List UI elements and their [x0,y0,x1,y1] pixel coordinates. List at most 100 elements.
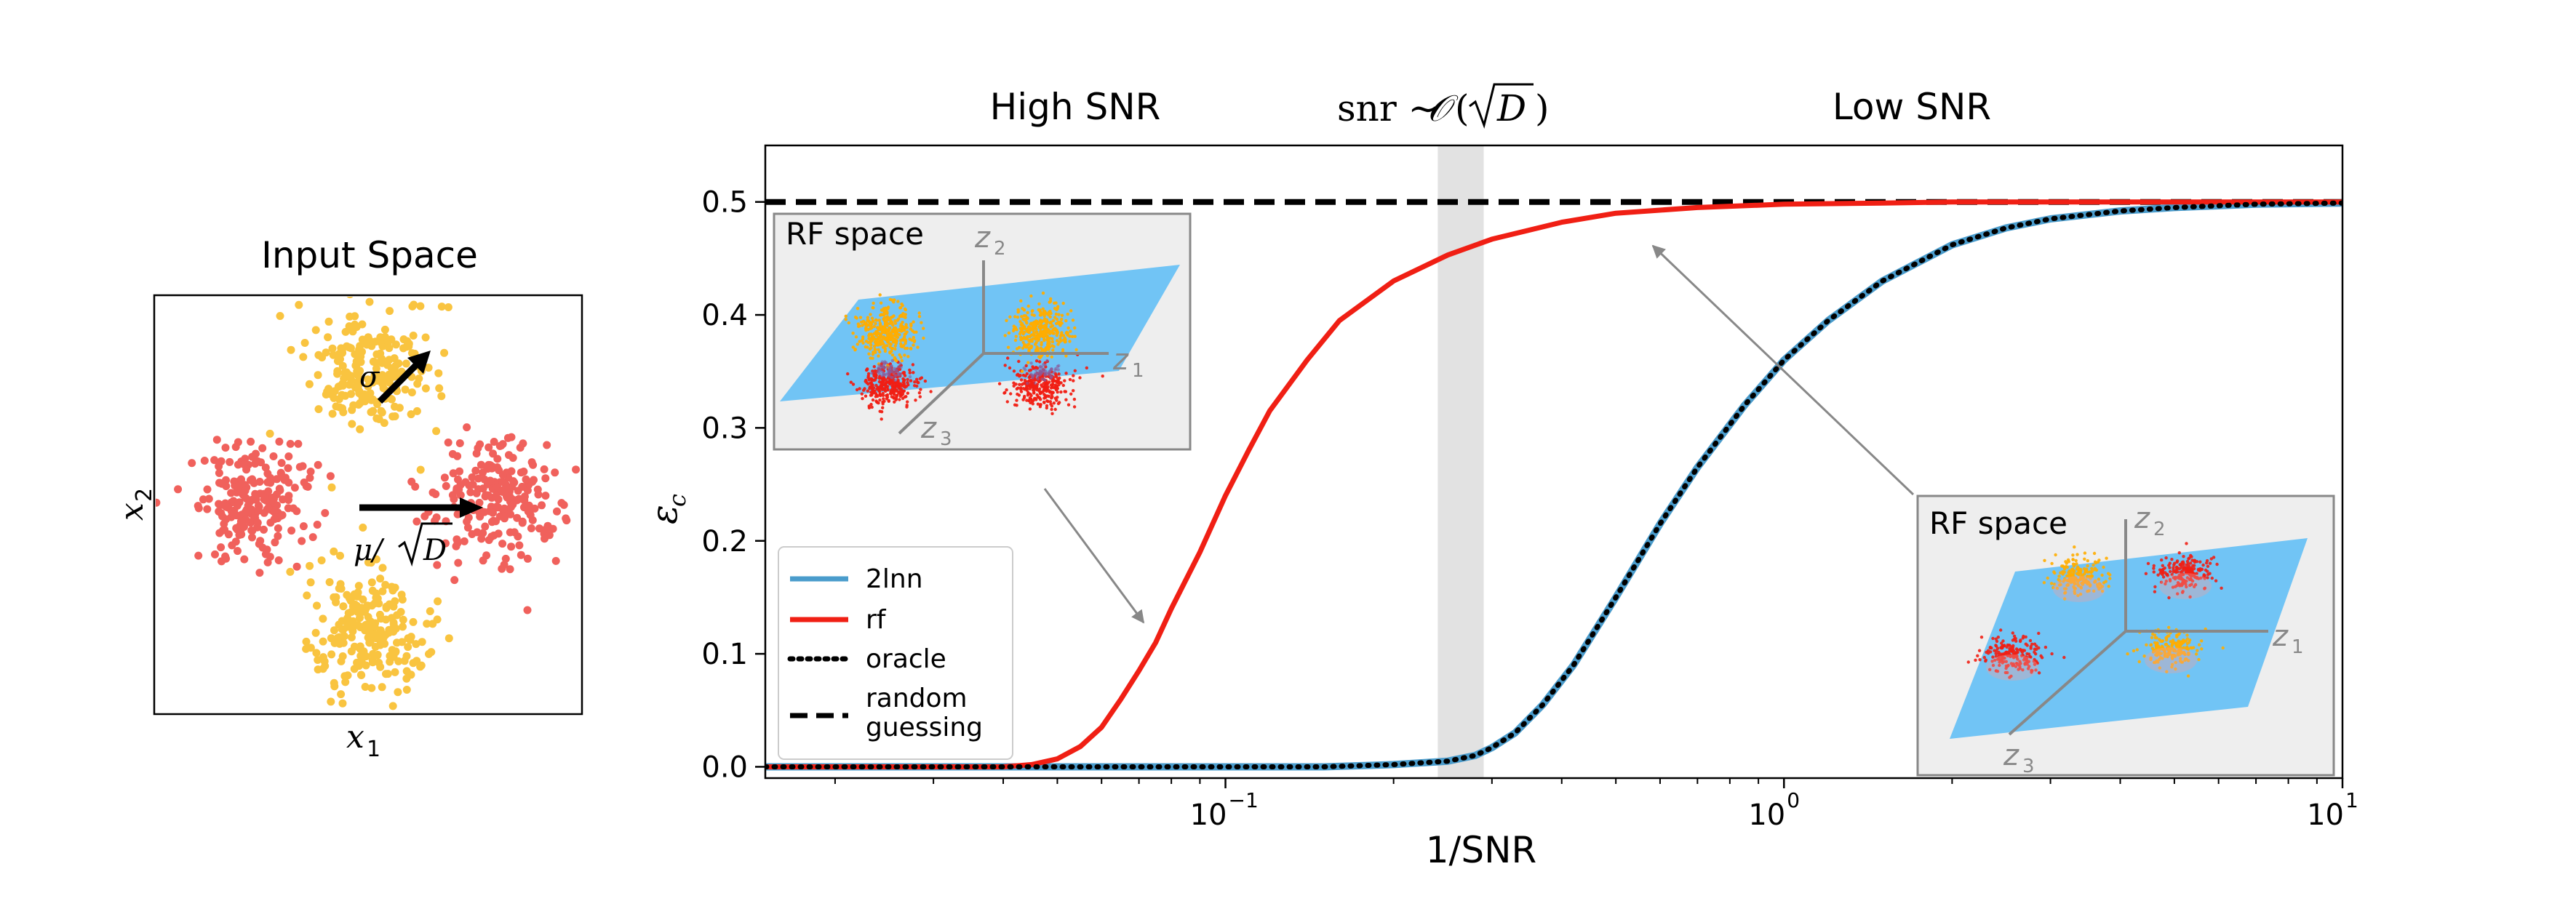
scatter-point-red [199,495,207,504]
inset-point-orange [864,345,868,349]
scatter-point-red [444,439,452,447]
scatter-point-red [507,467,516,476]
inset-point-red [867,404,871,408]
inset-point-red [1054,384,1058,388]
inset-point-red [1995,646,2000,650]
inset-point-red [2062,655,2066,660]
inset-point-red [2181,564,2185,567]
inset-point-red [2019,654,2024,657]
inset-point-orange [1041,291,1045,295]
inset-point-red [885,395,890,399]
scatter-point-red [241,486,250,495]
inset-point-orange [1047,313,1050,317]
inset-point-orange [906,355,910,359]
y-tick-label: 0.2 [701,525,748,558]
inset-point-orange [2151,632,2155,636]
scatter-point-red [256,537,265,545]
inset-point-orange [1038,313,1042,317]
inset-point-orange [2077,584,2081,588]
scatter-point-red [241,508,250,516]
inset-point-orange [888,321,892,326]
inset-point-red [1049,402,1053,406]
scatter-point-red [506,565,514,574]
inset-point-orange [2071,558,2075,561]
inset-point-orange [2095,582,2100,587]
inset-point-orange [2167,646,2172,651]
inset-point-orange [2072,585,2075,589]
scatter-point-red [260,525,268,534]
scatter-point-yellow [340,672,349,681]
inset-point-orange [2075,567,2079,571]
inset-point-red [1013,403,1017,407]
scatter-point-yellow [391,402,399,411]
inset-point-red [881,406,885,409]
inset-point-orange [2079,577,2083,581]
scatter-point-yellow [305,380,314,388]
scatter-point-yellow [376,574,385,583]
inset-point-orange [1026,311,1029,314]
inset-point-orange [909,347,913,351]
scatter-point-red [268,493,277,502]
scatter-point-red [234,460,242,469]
inset-point-red [1029,398,1033,401]
inset-point-orange [2159,652,2164,655]
inset-point-red [1019,378,1024,382]
inset-point-orange [1020,315,1024,319]
inset-point-orange [851,332,855,335]
inset-point-orange [881,313,885,317]
scatter-point-yellow [418,638,426,646]
scatter-point-red [506,502,515,511]
inset-point-red [869,393,873,397]
inset-point-orange [2158,656,2162,660]
inset-point-orange [1034,327,1038,331]
inset-point-red [1059,381,1063,385]
inset-point-red [1990,646,1993,650]
inset-point-orange [869,313,872,316]
inset-point-red [1054,373,1058,377]
inset-point-red [1031,365,1034,369]
inset-point-red [1994,669,1998,673]
scatter-point-yellow [407,410,415,419]
scatter-point-yellow [372,364,380,373]
scatter-point-yellow [398,638,406,646]
inset-point-red [2203,574,2206,577]
inset-point-orange [861,337,865,341]
inset-point-orange [1026,361,1030,364]
inset-point-red [899,393,904,397]
inset-point-overlap [1035,375,1040,379]
legend: 2lnn rf oracle random guessing [778,546,1013,760]
inset-point-red [1015,387,1019,391]
scatter-point-yellow [362,661,370,670]
inset-point-orange [878,321,882,325]
inset-point-red [2170,573,2174,577]
inset-point-orange [1059,334,1063,337]
inset-point-red [2037,671,2041,675]
inset-point-red [2167,596,2171,600]
inset-point-red [2189,574,2193,577]
scatter-point-red [412,517,421,526]
inset-point-orange [869,343,873,347]
inset-point-orange [1071,319,1075,322]
scatter-point-yellow [336,580,345,588]
inset-point-red [2210,576,2214,580]
scatter-point-yellow [388,586,397,595]
inset-point-red [902,372,906,375]
scatter-point-yellow [435,384,444,393]
scatter-point-yellow [355,367,364,376]
inset-point-orange [844,314,848,318]
scatter-point-yellow [354,385,362,393]
inset-point-orange [1066,326,1070,330]
inset-point-red [2152,570,2156,574]
scatter-point-red [252,449,260,458]
inset-point-orange [2071,553,2075,557]
scatter-point-yellow [319,653,327,662]
inset-point-orange [1018,332,1022,336]
inset-point-orange [854,335,858,339]
inset-point-orange [906,346,909,351]
inset-point-orange [883,327,888,331]
inset-point-orange [1040,343,1043,347]
scatter-point-yellow [351,350,359,359]
scatter-point-red [507,542,516,551]
inset-point-orange [1042,335,1046,338]
inset-point-red [2206,576,2209,580]
